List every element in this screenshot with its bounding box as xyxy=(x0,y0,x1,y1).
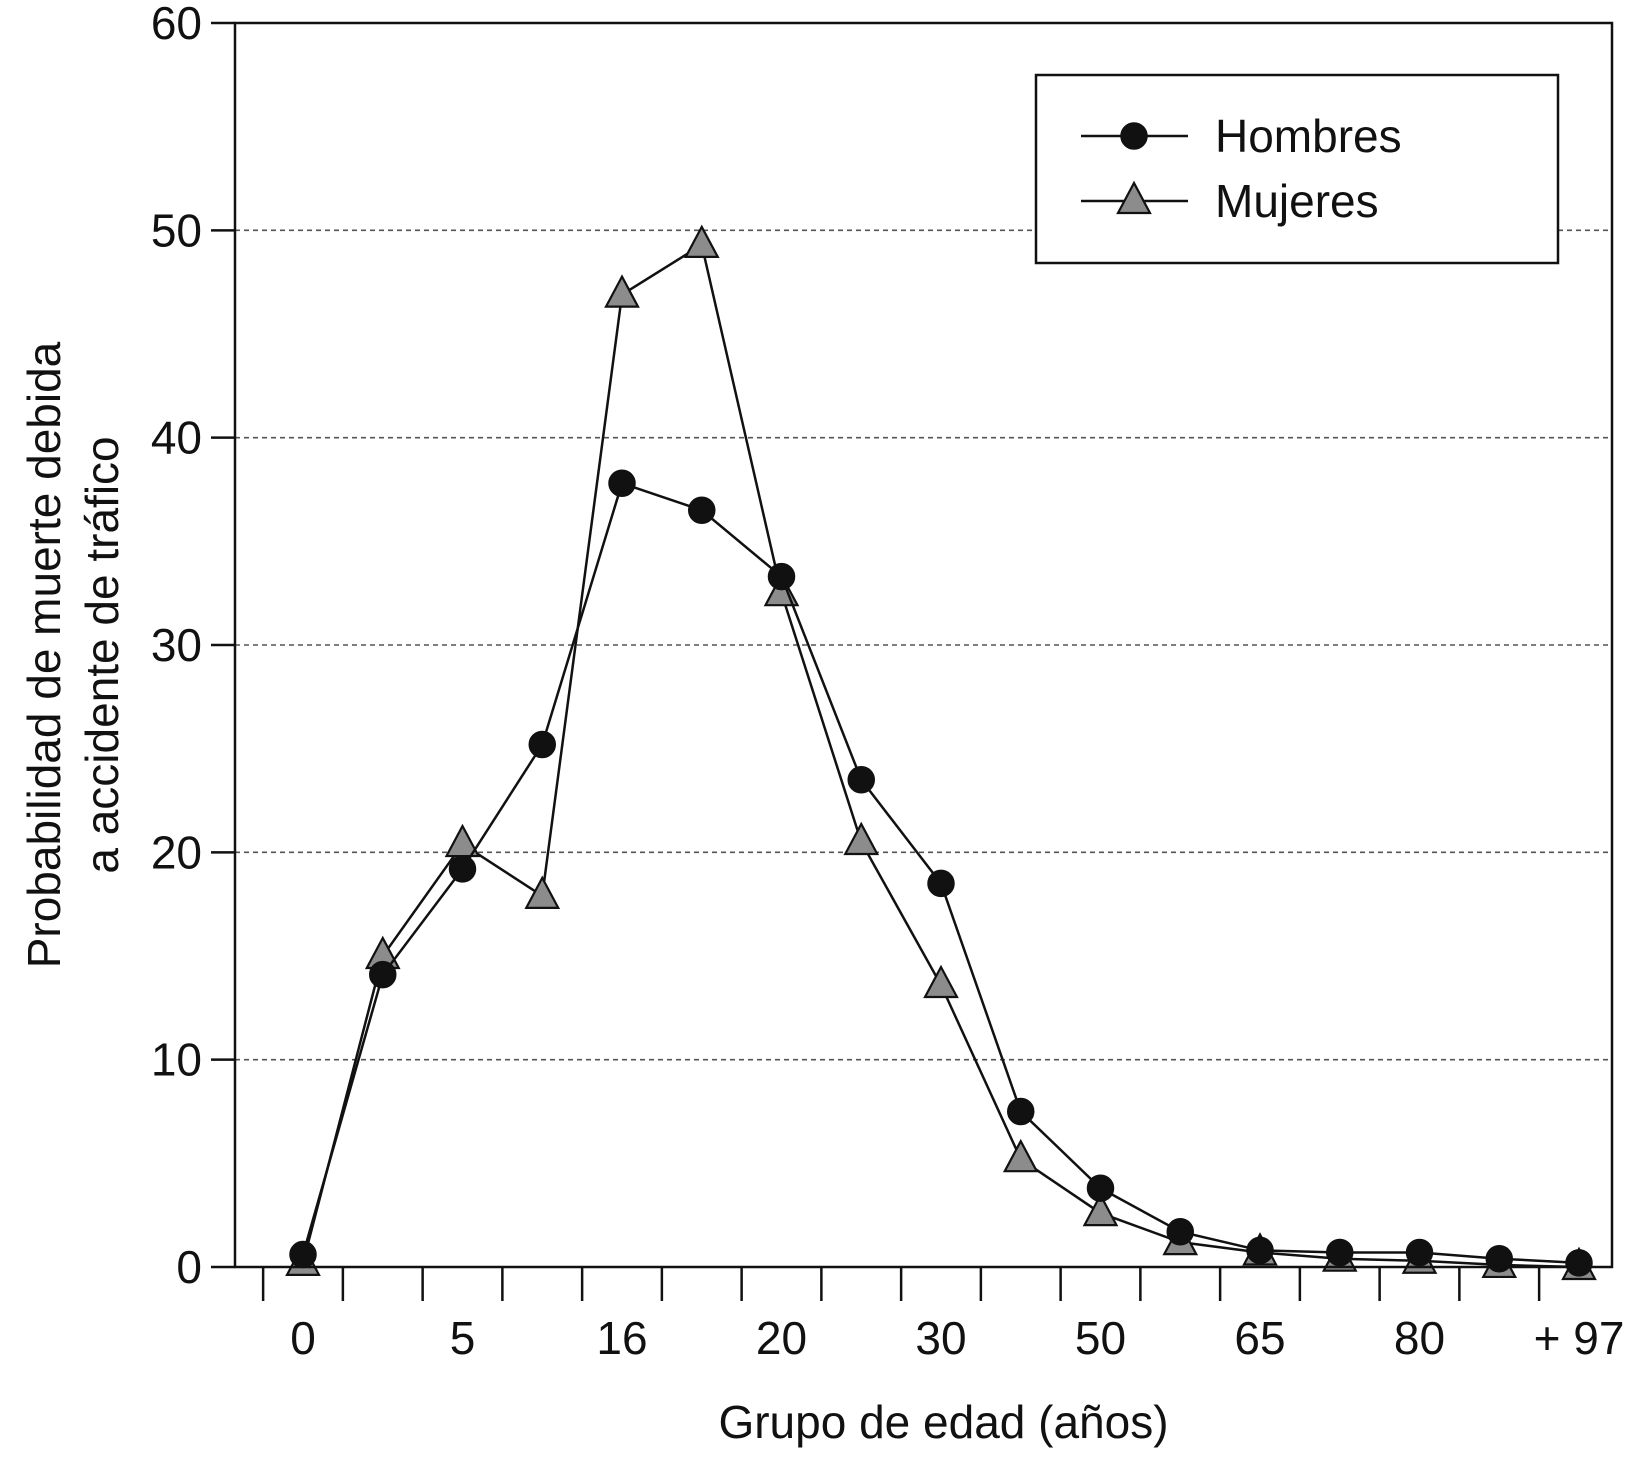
y-tick-label-50: 50 xyxy=(151,204,202,256)
series-line-mujeres xyxy=(301,242,1580,1269)
data-point xyxy=(1485,1244,1513,1273)
x-tick-label: + 97 xyxy=(1534,1312,1625,1364)
legend-label: Mujeres xyxy=(1215,175,1379,227)
data-point xyxy=(1326,1238,1354,1267)
data-point xyxy=(683,224,720,258)
data-point xyxy=(767,562,796,591)
y-tick-label-30: 30 xyxy=(151,619,202,671)
x-tick-label: 50 xyxy=(1075,1312,1126,1364)
x-tick-label: 16 xyxy=(596,1312,647,1364)
y-tick-label-20: 20 xyxy=(151,826,202,878)
data-point xyxy=(289,1240,317,1269)
legend-item-mujeres: Mujeres xyxy=(1081,175,1379,227)
data-point xyxy=(1002,1138,1039,1173)
y-axis-title: Probabilidad de muerte debida a accidente… xyxy=(18,341,128,968)
data-point xyxy=(923,964,959,999)
data-point xyxy=(1086,1174,1115,1202)
y-tick-label-0: 0 xyxy=(176,1241,202,1293)
x-ticks: 0 5 16 20 30 50 65 80 + 97 xyxy=(261,1267,1625,1364)
x-tick-label: 0 xyxy=(290,1312,316,1364)
data-point xyxy=(369,960,397,989)
y-axis-title-line-1: Probabilidad de muerte debida xyxy=(18,341,70,968)
y-axis-title-line-2: a accidente de tráfico xyxy=(76,436,128,873)
gridlines xyxy=(235,229,1612,1061)
series-hombres xyxy=(289,469,1593,1277)
y-ticks: 0 10 20 30 40 50 60 xyxy=(151,0,235,1293)
x-axis-title: Grupo de edad (años) xyxy=(718,1396,1168,1448)
data-point xyxy=(1405,1238,1434,1267)
data-point xyxy=(1565,1249,1593,1277)
data-point xyxy=(1082,1192,1119,1227)
x-tick-label: 5 xyxy=(450,1312,476,1364)
legend-marker xyxy=(1120,122,1148,150)
legend: Hombres Mujeres xyxy=(1034,73,1560,265)
x-tick-label: 30 xyxy=(915,1312,966,1364)
data-point xyxy=(1166,1218,1194,1246)
data-point xyxy=(528,730,556,759)
x-tick-label: 20 xyxy=(756,1312,807,1364)
legend-marker xyxy=(1116,180,1152,215)
data-point xyxy=(448,855,477,883)
data-point xyxy=(604,274,640,308)
x-tick-label: 80 xyxy=(1394,1312,1445,1364)
legend-box xyxy=(1034,73,1560,265)
data-point xyxy=(688,496,716,524)
data-point xyxy=(608,469,636,498)
legend-label: Hombres xyxy=(1215,110,1402,162)
data-point xyxy=(847,766,875,794)
data-point xyxy=(927,869,955,898)
legend-item-hombres: Hombres xyxy=(1081,110,1402,162)
series-group xyxy=(285,224,1597,1281)
y-tick-label-40: 40 xyxy=(151,412,202,464)
data-point xyxy=(1246,1236,1274,1265)
x-tick-label: 65 xyxy=(1234,1312,1285,1364)
y-tick-label-60: 60 xyxy=(151,0,202,49)
data-point xyxy=(843,821,880,856)
y-tick-label-10: 10 xyxy=(151,1034,202,1086)
series-mujeres xyxy=(285,224,1597,1281)
data-point xyxy=(1007,1097,1035,1126)
data-point xyxy=(524,875,561,909)
